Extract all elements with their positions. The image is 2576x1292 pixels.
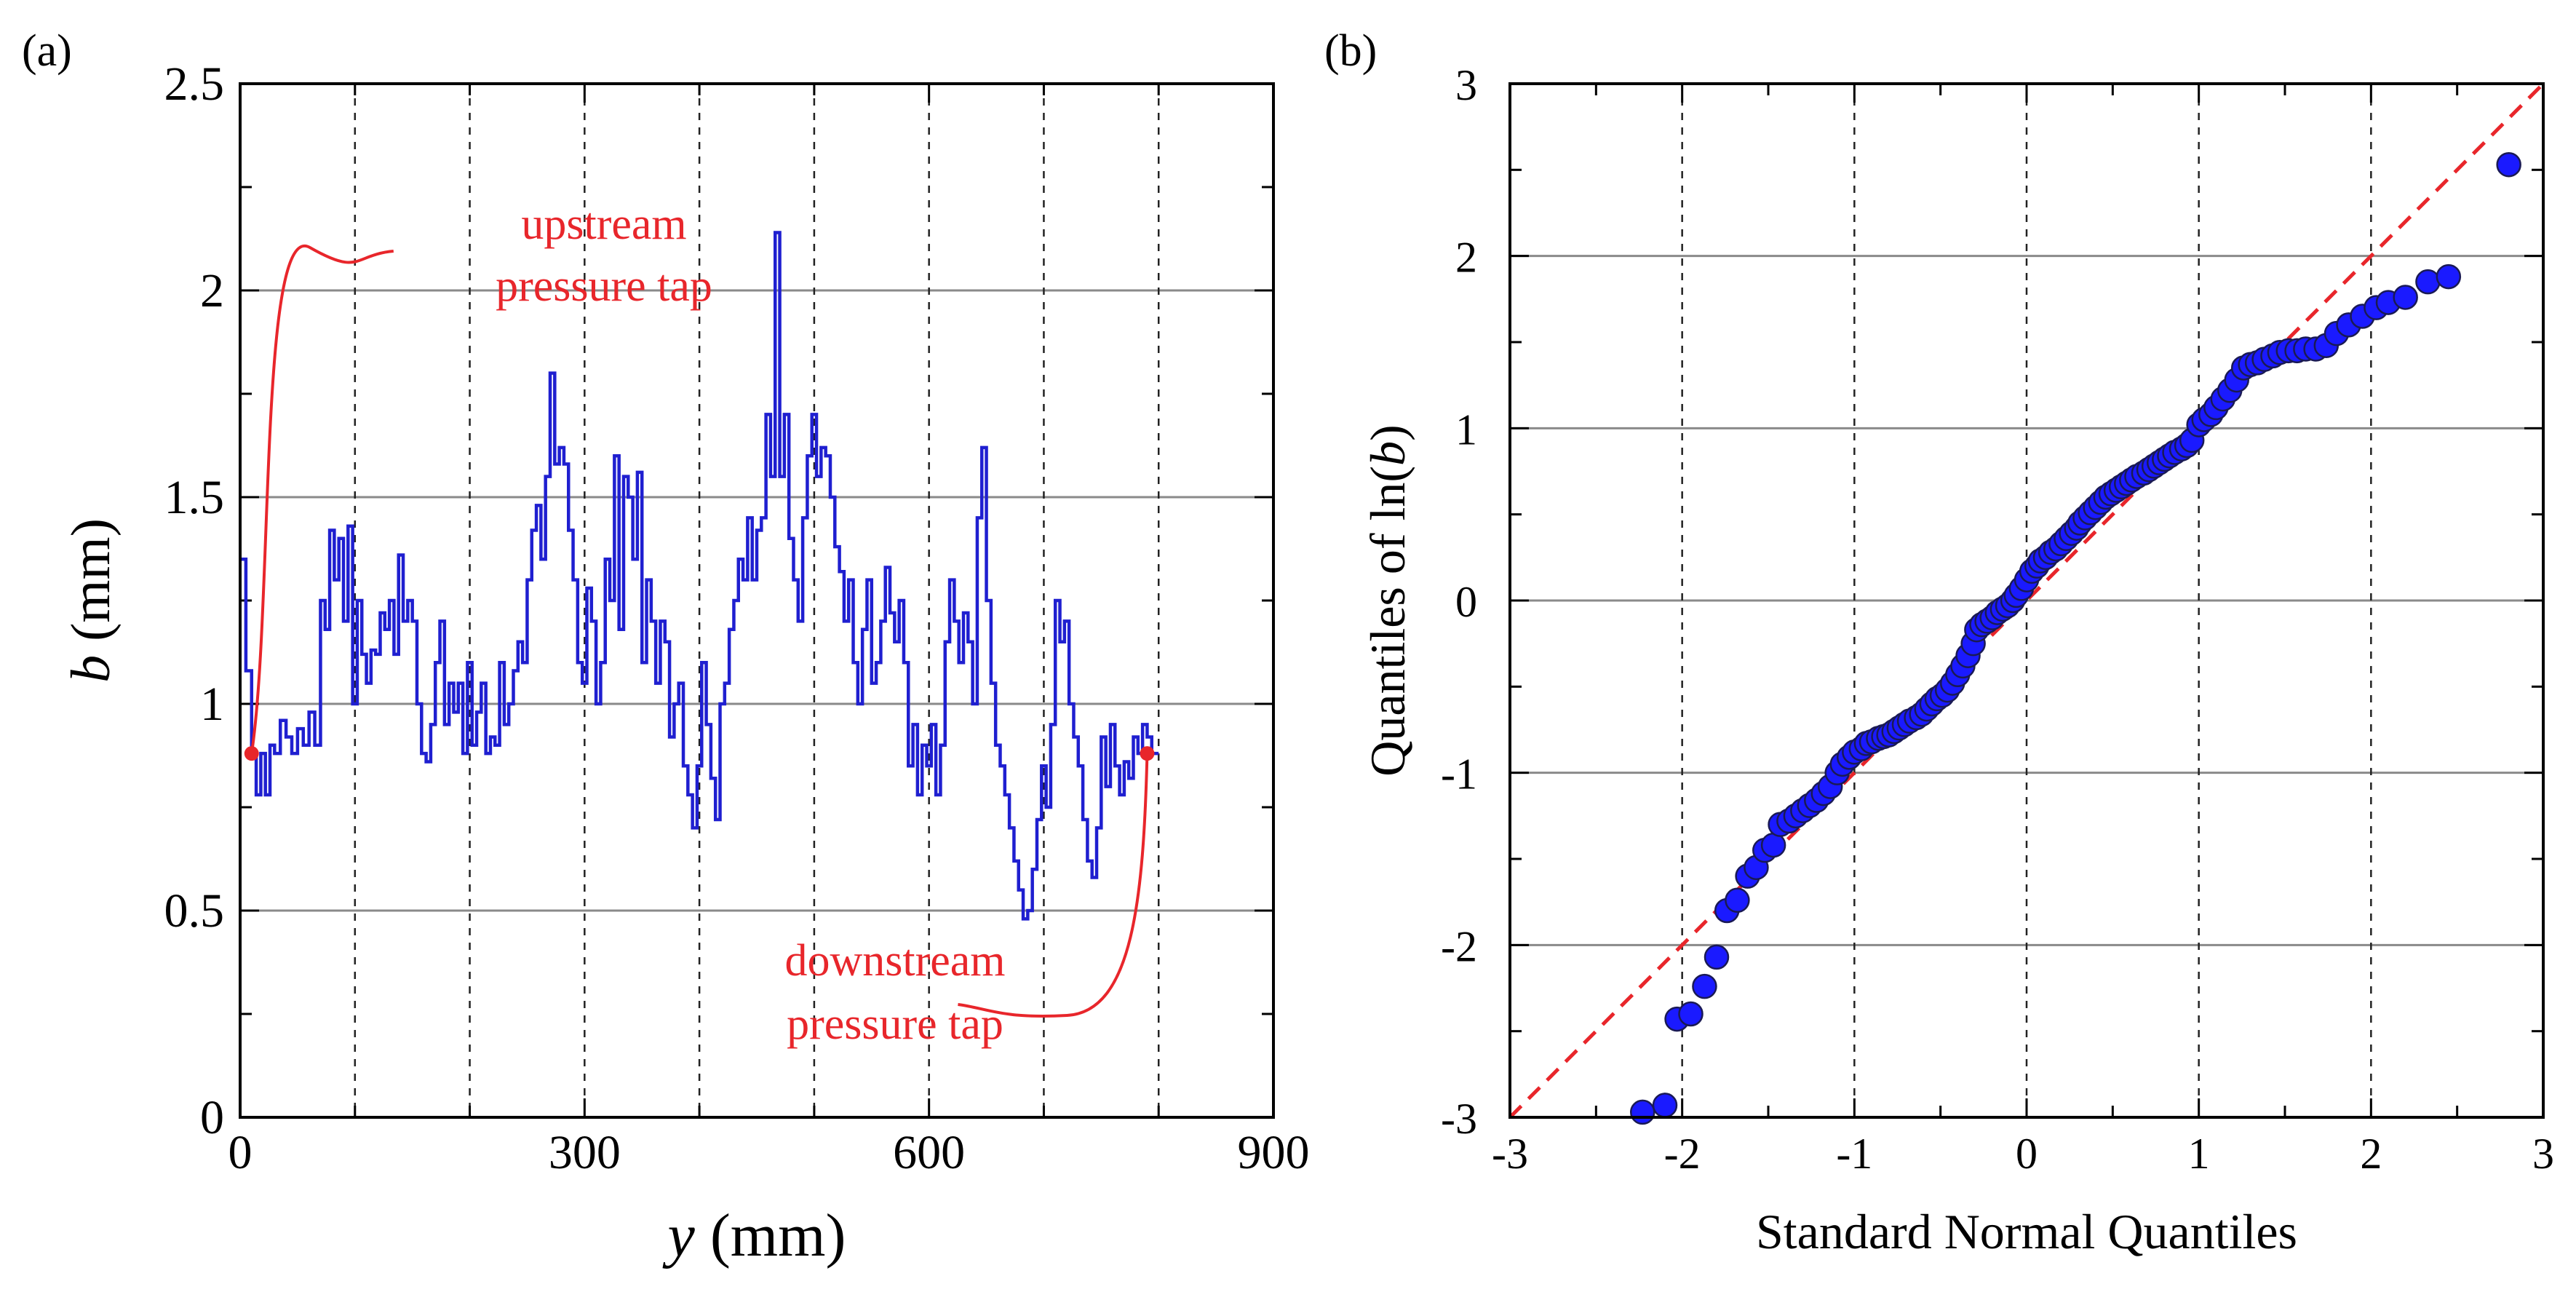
panel-b-ytick-label: 3 bbox=[1455, 61, 1477, 109]
panel-b-points bbox=[1629, 151, 2521, 1125]
panel-b-xtick-label: 0 bbox=[2016, 1130, 2038, 1178]
panel-a-xtick-label: 0 bbox=[228, 1126, 253, 1179]
panel-a-xtick-label: 600 bbox=[893, 1126, 965, 1179]
panel-b-xtick-label: 1 bbox=[2188, 1130, 2210, 1178]
qq-point bbox=[1678, 1001, 1704, 1027]
panel-a-ylabel-unit: (mm) bbox=[60, 518, 122, 655]
panel-b-xtick-label: -3 bbox=[1492, 1130, 1528, 1178]
upstream-leader-line bbox=[250, 244, 394, 754]
panel-a-ytick-label: 0 bbox=[200, 1091, 224, 1144]
panel-b-ytick-label: 2 bbox=[1455, 234, 1477, 282]
panel-a-xlabel: y (mm) bbox=[662, 1202, 846, 1269]
panel-a-ylabel: b (mm) bbox=[60, 518, 122, 683]
panel-a-frame bbox=[239, 82, 1275, 1119]
panel-b-ylabel-suffix: ) bbox=[1360, 424, 1415, 441]
panel-a-xtick-label: 900 bbox=[1238, 1126, 1310, 1179]
panel-b-ytick-label: 1 bbox=[1455, 405, 1477, 453]
panel-a-ytick-label: 1.5 bbox=[164, 471, 225, 524]
qq-point bbox=[2393, 285, 2418, 310]
panel-b-frame bbox=[1508, 82, 2545, 1119]
upstream-label-line1: upstream bbox=[521, 199, 686, 249]
panel-b: (b) -3 -2 -1 0 1 2 3 -3 -2 -1 0 1 2 3 Standard Normal… bbox=[1324, 26, 2554, 1259]
panel-b-xtick-label: 2 bbox=[2360, 1130, 2382, 1178]
panel-a-step-line bbox=[240, 231, 1159, 921]
panel-b-xtick-label: 3 bbox=[2532, 1130, 2554, 1178]
panel-a-xtick-label: 300 bbox=[549, 1126, 621, 1179]
upstream-label-line2: pressure tap bbox=[496, 261, 712, 311]
panel-b-reference-line bbox=[1508, 82, 2545, 1119]
downstream-leader-line bbox=[958, 753, 1149, 1018]
panel-a-label: (a) bbox=[22, 26, 72, 76]
panel-a-xlabel-var: y bbox=[662, 1202, 696, 1269]
qq-point bbox=[1629, 1099, 1655, 1125]
upstream-tap-marker bbox=[244, 746, 259, 761]
qq-point bbox=[2415, 269, 2441, 295]
qq-point bbox=[1692, 973, 1717, 999]
downstream-label-line1: downstream bbox=[784, 936, 1005, 986]
panel-b-ylabel: Quantiles of ln(b) bbox=[1360, 424, 1415, 776]
qq-point bbox=[1760, 832, 1786, 858]
panel-a-ytick-label: 2.5 bbox=[164, 58, 225, 111]
panel-b-tick-labels: -3 -2 -1 0 1 2 3 -3 -2 -1 0 1 2 3 bbox=[1441, 61, 2554, 1178]
qq-point bbox=[1704, 944, 1730, 970]
panel-b-ylabel-var: b bbox=[1360, 441, 1415, 466]
panel-b-ylabel-prefix: Quantiles of ln( bbox=[1360, 466, 1415, 777]
panel-a-ytick-label: 0.5 bbox=[164, 884, 225, 938]
panel-a-ytick-label: 2 bbox=[200, 264, 224, 317]
qq-point bbox=[2496, 151, 2521, 178]
panel-b-ytick-label: 0 bbox=[1455, 578, 1477, 626]
qq-point bbox=[1725, 887, 1750, 913]
panel-a-ytick-label: 1 bbox=[200, 678, 224, 731]
panel-a-annotations: upstream pressure tap downstream pressure t… bbox=[244, 199, 1155, 1049]
downstream-tap-marker bbox=[1140, 746, 1155, 761]
panel-a-ylabel-var: b bbox=[60, 655, 122, 683]
panel-a: (a) 0 300 600 900 0 0.5 1 1.5 2 2.5 upstream press… bbox=[22, 26, 1310, 1269]
panel-b-ytick-label: -2 bbox=[1441, 922, 1477, 970]
panel-b-xtick-label: -2 bbox=[1664, 1130, 1701, 1178]
panel-b-label: (b) bbox=[1324, 26, 1377, 76]
panel-b-xlabel: Standard Normal Quantiles bbox=[1756, 1204, 2297, 1259]
panel-a-tick-labels: 0 300 600 900 0 0.5 1 1.5 2 2.5 bbox=[164, 58, 1310, 1179]
panel-b-ytick-label: -3 bbox=[1441, 1095, 1477, 1143]
panel-b-ytick-label: -1 bbox=[1441, 750, 1477, 798]
panel-b-xtick-label: -1 bbox=[1836, 1130, 1872, 1178]
qq-point bbox=[2436, 263, 2462, 290]
qq-point bbox=[1652, 1093, 1678, 1118]
panel-a-grid bbox=[240, 84, 1273, 1117]
downstream-label-line2: pressure tap bbox=[787, 999, 1003, 1049]
panel-a-xlabel-unit: (mm) bbox=[695, 1202, 846, 1269]
